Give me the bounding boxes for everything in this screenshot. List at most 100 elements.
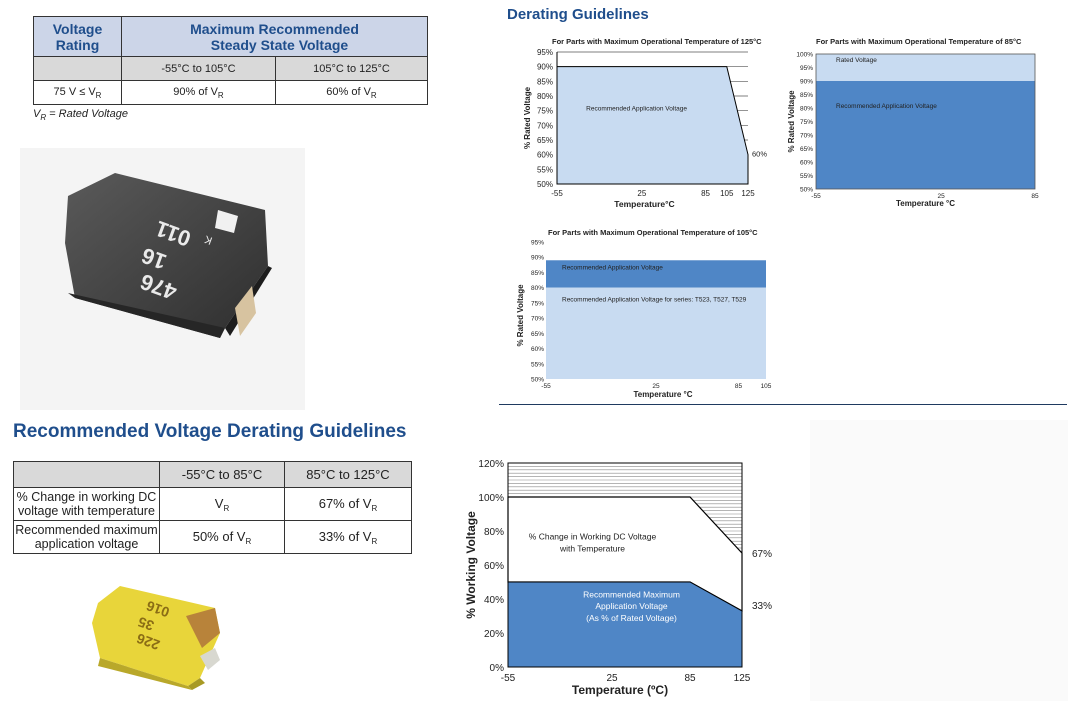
chart-125c: For Parts with Maximum Operational Tempe… — [523, 37, 767, 209]
end-label-33: 33% — [752, 601, 772, 612]
y-tick-label: 80% — [800, 106, 813, 113]
y-tick-label: 95% — [800, 65, 813, 72]
capacitor-body — [92, 586, 220, 686]
x-axis-label: Temperature °C — [896, 199, 955, 208]
y-tick-label: 65% — [537, 136, 553, 145]
empty-cell — [13, 461, 160, 488]
capacitor-stripe — [186, 608, 220, 648]
application-voltage-area — [546, 260, 766, 288]
y-tick-label: 95% — [531, 240, 544, 247]
max-steady-state-header: Maximum Recommended Steady State Voltage — [121, 16, 428, 57]
row-change-val2: 67% of VR — [284, 487, 412, 521]
capacitor-code-3: 016 — [144, 598, 172, 621]
chart-125c-title: For Parts with Maximum Operational Tempe… — [552, 37, 762, 46]
y-tick-label: 20% — [484, 629, 504, 640]
y-tick-label: 0% — [490, 663, 505, 674]
temp-range-2: 105°C to 125°C — [275, 56, 428, 81]
derating-guidelines-title: Derating Guidelines — [507, 6, 649, 23]
capacitor-photo-yellow: 226 35 016 — [80, 578, 250, 693]
y-tick-label: 100% — [796, 52, 813, 59]
row-max-label: Recommended maximum application voltage — [13, 520, 160, 554]
temp-range-1: -55°C to 105°C — [121, 56, 276, 81]
x-tick-label: 105 — [761, 383, 772, 390]
x-tick-label: 25 — [637, 189, 646, 198]
series-label: Recommended Application Voltage — [586, 106, 687, 113]
y-tick-label: 50% — [531, 377, 544, 384]
x-tick-label: 105 — [720, 189, 734, 198]
plot-frame — [815, 53, 1036, 190]
derating-table: -55°C to 85°C 85°C to 125°C % Change in … — [13, 461, 412, 554]
x-tick-label: 85 — [684, 673, 696, 684]
plot-frame — [507, 462, 743, 668]
y-tick-label: 85% — [537, 77, 553, 86]
y-tick-label: 65% — [800, 146, 813, 153]
empty-cell — [33, 56, 122, 81]
chart-85c: For Parts with Maximum Operational Tempe… — [787, 37, 1039, 208]
y-tick-label: 50% — [800, 187, 813, 194]
series-label: (As % of Rated Voltage) — [586, 613, 677, 623]
end-label: 60% — [752, 150, 767, 159]
section-divider — [499, 404, 1067, 405]
application-voltage-area — [556, 66, 749, 185]
capacitor-code-1: 226 — [134, 630, 162, 653]
rated-voltage-footnote: VR = Rated Voltage — [33, 108, 128, 122]
y-tick-label: 120% — [478, 459, 504, 470]
steady-state-voltage-table: Voltage Rating Maximum Recommended Stead… — [33, 16, 428, 105]
series-label: Rated Voltage — [836, 57, 877, 64]
y-tick-label: 80% — [537, 92, 553, 101]
y-tick-label: 75% — [800, 119, 813, 126]
y-tick-label: 80% — [484, 527, 504, 538]
y-tick-label: 50% — [537, 180, 553, 189]
y-tick-label: 40% — [484, 595, 504, 606]
series-label: Recommended Application Voltage — [562, 264, 663, 271]
x-tick-label: -55 — [501, 673, 516, 684]
row-change-val1: VR — [159, 487, 285, 521]
x-tick-label: 125 — [741, 189, 755, 198]
y-tick-label: 55% — [800, 173, 813, 180]
capacitor-terminal — [235, 286, 256, 336]
y-axis-label: % Working Voltage — [464, 511, 478, 619]
end-label-67: 67% — [752, 549, 772, 560]
x-axis-label: Temperature (ºC) — [572, 683, 668, 697]
blank-panel — [810, 420, 1068, 701]
application-voltage-area — [816, 81, 1035, 189]
y-tick-label: 60% — [484, 561, 504, 572]
x-axis-label: Temperature °C — [633, 390, 692, 399]
y-tick-label: 55% — [531, 361, 544, 368]
chart-working-voltage: 0% 20% 40% 60% 80% 100% 120% -55 25 85 125 Temperat… — [464, 459, 772, 697]
voltage-rating-header: Voltage Rating — [33, 16, 122, 57]
series-label: with Temperature — [559, 543, 625, 553]
series-label: Recommended Maximum — [583, 589, 680, 599]
recommended-voltage-title: Recommended Voltage Derating Guidelines — [13, 421, 407, 442]
y-axis-label: % Rated Voltage — [787, 90, 796, 153]
x-tick-label: 85 — [701, 189, 710, 198]
series-label: Recommended Application Voltage — [836, 103, 937, 110]
chart-85c-title: For Parts with Maximum Operational Tempe… — [816, 37, 1022, 46]
y-tick-label: 90% — [531, 255, 544, 262]
y-tick-label: 65% — [531, 331, 544, 338]
x-tick-label: -55 — [811, 193, 821, 200]
rated-voltage-area — [816, 54, 1035, 81]
series-voltage-area — [546, 287, 766, 379]
y-tick-label: 80% — [531, 285, 544, 292]
y-tick-label: 90% — [537, 63, 553, 72]
x-tick-label: 85 — [735, 383, 743, 390]
y-tick-label: 95% — [537, 48, 553, 57]
x-tick-label: 25 — [606, 673, 618, 684]
kemet-logo: K — [202, 232, 214, 246]
y-axis-label: % Rated Voltage — [516, 284, 525, 347]
row-max-val2: 33% of VR — [284, 520, 412, 554]
row-change-label: % Change in working DC voltage with tempe… — [13, 487, 160, 521]
y-tick-label: 55% — [537, 165, 553, 174]
chart-105c-title: For Parts with Maximum Operational Tempe… — [548, 228, 758, 237]
x-tick-label: 85 — [1031, 193, 1039, 200]
row-max-val1: 50% of VR — [159, 520, 285, 554]
temp-range-2: 85°C to 125°C — [284, 461, 412, 488]
series-label: Recommended Application Voltage for seri… — [562, 296, 747, 303]
x-tick-label: 125 — [734, 673, 751, 684]
temp-range-1: -55°C to 85°C — [159, 461, 285, 488]
y-tick-label: 60% — [531, 346, 544, 353]
x-tick-label: 25 — [938, 193, 946, 200]
value-90-cell: 90% of VR — [121, 80, 276, 105]
y-tick-label: 90% — [800, 79, 813, 86]
